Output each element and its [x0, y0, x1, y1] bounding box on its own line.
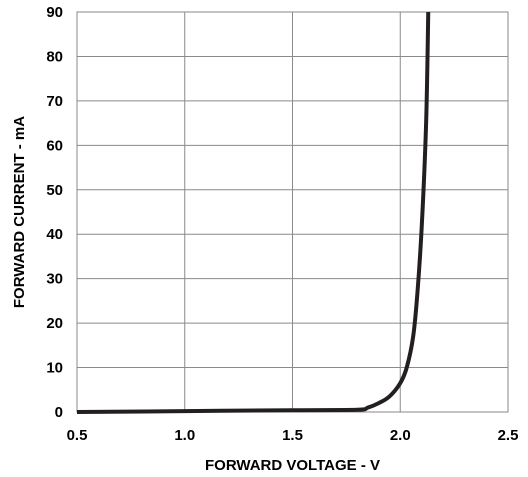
y-tick-label: 0 — [55, 404, 63, 421]
x-tick-label: 1.5 — [282, 427, 303, 444]
y-tick-label: 50 — [46, 182, 63, 199]
y-tick-label: 40 — [46, 226, 63, 243]
y-tick-label: 30 — [46, 271, 63, 288]
x-tick-labels: 0.5 1.0 1.5 2.0 2.5 — [67, 427, 519, 444]
y-axis-title: FORWARD CURRENT - mA — [11, 116, 28, 308]
y-tick-label: 10 — [46, 360, 63, 377]
y-tick-label: 80 — [46, 48, 63, 65]
y-tick-label: 60 — [46, 137, 63, 154]
y-tick-label: 90 — [46, 4, 63, 21]
series-line — [76, 11, 431, 414]
x-tick-label: 1.0 — [174, 427, 195, 444]
x-tick-label: 2.0 — [390, 427, 411, 444]
x-axis-title: FORWARD VOLTAGE - V — [205, 457, 380, 474]
x-tick-label: 2.5 — [498, 427, 519, 444]
y-tick-label: 70 — [46, 93, 63, 110]
y-tick-labels: 0 10 20 30 40 50 60 70 80 90 — [46, 4, 63, 421]
grid — [76, 11, 509, 413]
y-tick-label: 20 — [46, 315, 63, 332]
x-tick-label: 0.5 — [67, 427, 88, 444]
